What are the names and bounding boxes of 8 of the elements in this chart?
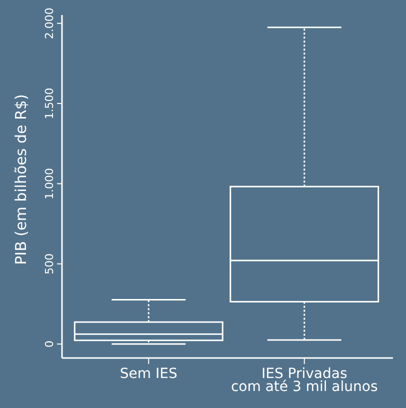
x-tick-label: Sem IES xyxy=(120,366,178,382)
x-tick-label: IES Privadas com até 3 mil alunos xyxy=(230,366,378,395)
y-tick-label: 1.500 xyxy=(43,88,56,120)
y-tick-label: 2.000 xyxy=(43,8,56,40)
y-axis-title: PIB (em bilhões de R$) xyxy=(12,94,30,265)
y-tick-label: 500 xyxy=(43,253,56,274)
y-tick-label: 0 xyxy=(43,340,56,348)
y-tick-label: 1.000 xyxy=(43,168,56,200)
